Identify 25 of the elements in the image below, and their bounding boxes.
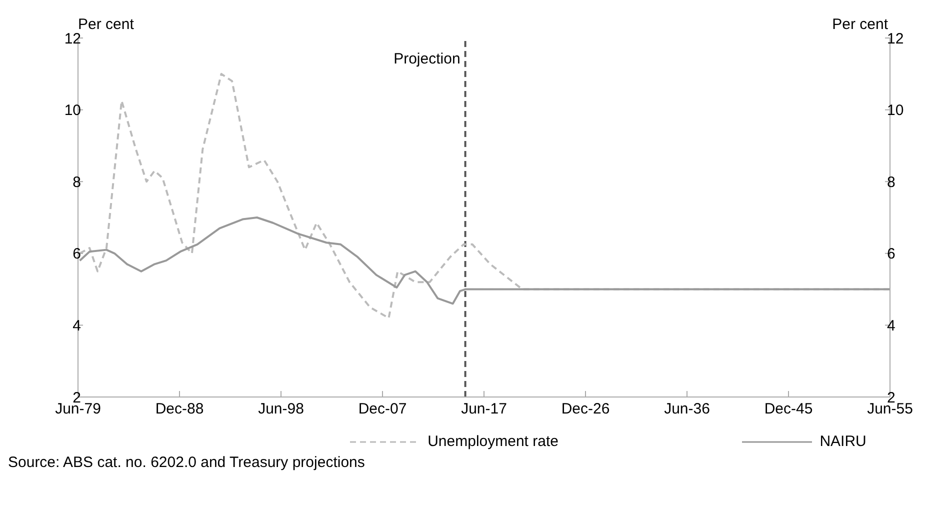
y2-tick-label: 12 (887, 30, 904, 48)
y-axis-title: Per cent (78, 16, 134, 33)
x-tick-label: Jun-17 (461, 400, 507, 418)
y-tick-label: 6 (72, 246, 81, 263)
x-tick-label: Jun-98 (258, 400, 304, 418)
source-note: Source: ABS cat. no. 6202.0 and Treasury projections (8, 454, 366, 471)
y2-tick-label: 2 (887, 389, 896, 406)
y2-tick-label: 8 (887, 174, 896, 191)
ref-line-label: Projection (394, 50, 460, 68)
y-tick-label: 10 (64, 102, 81, 120)
x-tick-label: Dec-88 (155, 400, 204, 418)
legend-label: Unemployment rate (428, 433, 558, 450)
y2-tick-label: 6 (887, 246, 896, 263)
y-tick-label: 4 (72, 318, 81, 335)
x-tick-label: Dec-07 (358, 400, 407, 418)
y2-axis-title: Per cent (832, 16, 888, 33)
y-tick-label: 2 (72, 389, 81, 406)
y2-tick-label: 4 (887, 318, 896, 335)
y2-tick-label: 10 (887, 102, 904, 120)
x-tick-label: Dec-26 (561, 400, 610, 418)
x-tick-label: Dec-45 (764, 400, 813, 418)
x-tick-label: Jun-36 (664, 400, 710, 418)
y-tick-label: 12 (64, 30, 81, 48)
y-tick-label: 8 (72, 174, 81, 191)
legend-label: NAIRU (820, 433, 866, 450)
